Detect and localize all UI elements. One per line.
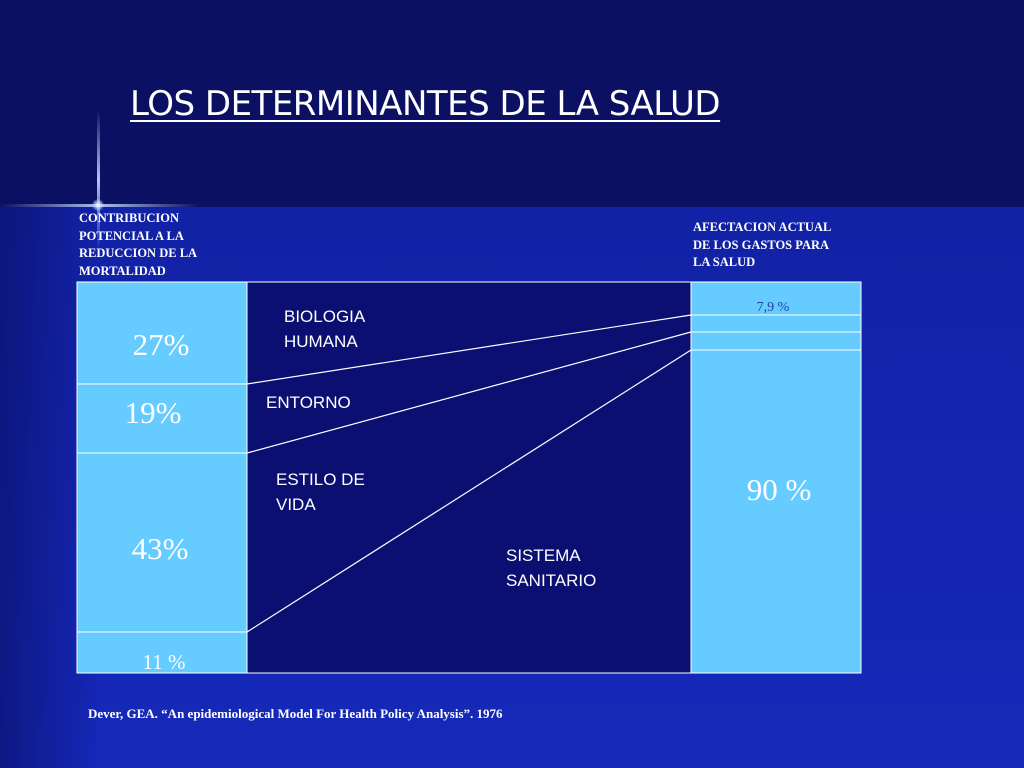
light-flare-dot [92, 199, 104, 211]
connector-biologia [246, 314, 692, 385]
right-value-label: 90 % [747, 472, 812, 507]
determinant-label: VIDA [276, 495, 316, 514]
determinant-label: ESTILO DE [276, 470, 365, 489]
right-caption-line: LA SALUD [693, 255, 756, 269]
source-citation: Dever, GEA. “An epidemiological Model Fo… [88, 706, 503, 721]
determinant-label: ENTORNO [266, 393, 351, 412]
left-value-label: 19% [125, 395, 182, 430]
determinant-label: SANITARIO [506, 571, 596, 590]
right-value-label: 7,9 % [757, 300, 790, 315]
connector-estilo [246, 349, 692, 633]
determinant-label: BIOLOGIA [284, 307, 366, 326]
right-column [690, 281, 862, 674]
left-caption-line: POTENCIAL A LA [79, 228, 184, 243]
determinant-label: HUMANA [284, 332, 358, 351]
left-column-caption: CONTRIBUCION POTENCIAL A LA REDUCCION DE… [79, 210, 229, 280]
determinant-label: SISTEMA [506, 546, 581, 565]
right-caption-line: DE LOS GASTOS PARA [693, 237, 830, 252]
left-caption-line: CONTRIBUCION [79, 211, 180, 225]
slide-title: LOS DETERMINANTES DE LA SALUD [130, 84, 721, 124]
left-value-label: 11 % [143, 650, 186, 674]
left-value-label: 27% [133, 327, 190, 362]
left-caption-line: MORTALIDAD [79, 263, 166, 278]
left-column [76, 281, 248, 674]
left-value-label: 43% [132, 531, 189, 566]
right-caption-line: AFECTACION ACTUAL [693, 220, 832, 234]
connector-entorno [246, 331, 692, 454]
left-caption-line: REDUCCION DE LA [79, 246, 198, 260]
light-flare-vertical [97, 110, 100, 250]
center-panel [246, 281, 692, 674]
right-column-caption: AFECTACION ACTUAL DE LOS GASTOS PARA LA … [693, 219, 858, 272]
background-top-band [0, 0, 1024, 207]
